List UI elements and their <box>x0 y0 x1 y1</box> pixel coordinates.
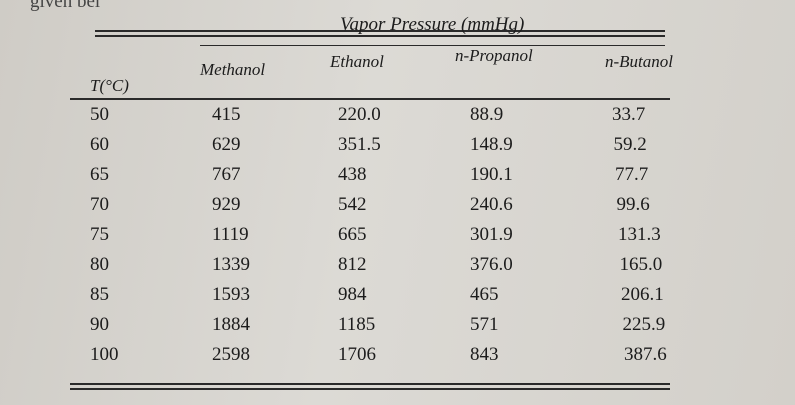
row-header: 65 <box>90 164 109 185</box>
table-cell: 99.6 <box>616 194 650 215</box>
table-cell: 1339 <box>212 254 250 275</box>
row-header: 85 <box>90 284 109 305</box>
table-cell: 225.9 <box>622 314 666 335</box>
table-cell: 88.9 <box>470 104 504 125</box>
table-cell: 165.0 <box>619 254 663 275</box>
table-cell: 387.6 <box>624 344 667 365</box>
table-cell: 665 <box>338 224 367 245</box>
bottom-rule <box>70 383 670 385</box>
table-cell: 1884 <box>212 314 250 335</box>
bottom-rule <box>70 388 670 390</box>
table-cell: 59.2 <box>613 134 647 155</box>
table-cell: 351.5 <box>338 134 381 155</box>
table-cell: 220.0 <box>338 104 381 125</box>
row-header: 75 <box>90 224 109 245</box>
table-cell: 376.0 <box>470 254 513 275</box>
table-cell: 190.1 <box>470 164 513 185</box>
column-header: T(°C) <box>90 76 129 95</box>
caption-rule <box>200 45 665 46</box>
table-cell: 2598 <box>212 344 250 365</box>
row-header: 90 <box>90 314 109 335</box>
column-header: Methanol <box>200 60 266 79</box>
table-cell: 465 <box>470 284 499 305</box>
table-cell: 77.7 <box>615 164 649 185</box>
table-cell: 984 <box>338 284 367 305</box>
page-fragment: given bel <box>30 0 101 12</box>
table-cell: 843 <box>470 344 499 365</box>
table-cell: 1706 <box>338 344 376 365</box>
table-cell: 542 <box>338 194 367 215</box>
table-cell: 148.9 <box>470 134 513 155</box>
table-caption: Vapor Pressure (mmHg) <box>340 14 525 35</box>
row-header: 80 <box>90 254 109 275</box>
table-cell: 629 <box>212 134 241 155</box>
row-header: 70 <box>90 194 109 215</box>
table-cell: 240.6 <box>470 194 513 215</box>
row-header: 100 <box>90 344 119 365</box>
row-header: 50 <box>90 104 109 125</box>
table-cell: 206.1 <box>621 284 664 305</box>
column-header: n-Butanol <box>605 52 673 71</box>
table-cell: 33.7 <box>612 104 646 125</box>
table-cell: 415 <box>212 104 241 125</box>
table-cell: 929 <box>212 194 241 215</box>
top-rule <box>95 30 665 32</box>
row-header: 60 <box>90 134 109 155</box>
column-header: n-Propanol <box>455 46 533 65</box>
table-cell: 301.9 <box>470 224 513 245</box>
top-rule <box>95 35 665 37</box>
table-cell: 438 <box>338 164 367 185</box>
table-cell: 131.3 <box>618 224 661 245</box>
table-cell: 1185 <box>338 314 376 335</box>
header-rule <box>70 98 670 100</box>
table-cell: 1593 <box>212 284 250 305</box>
table-cell: 571 <box>470 314 499 335</box>
table-cell: 1119 <box>212 224 249 245</box>
column-header: Ethanol <box>330 52 384 71</box>
table-cell: 767 <box>212 164 241 185</box>
table-cell: 812 <box>338 254 367 275</box>
